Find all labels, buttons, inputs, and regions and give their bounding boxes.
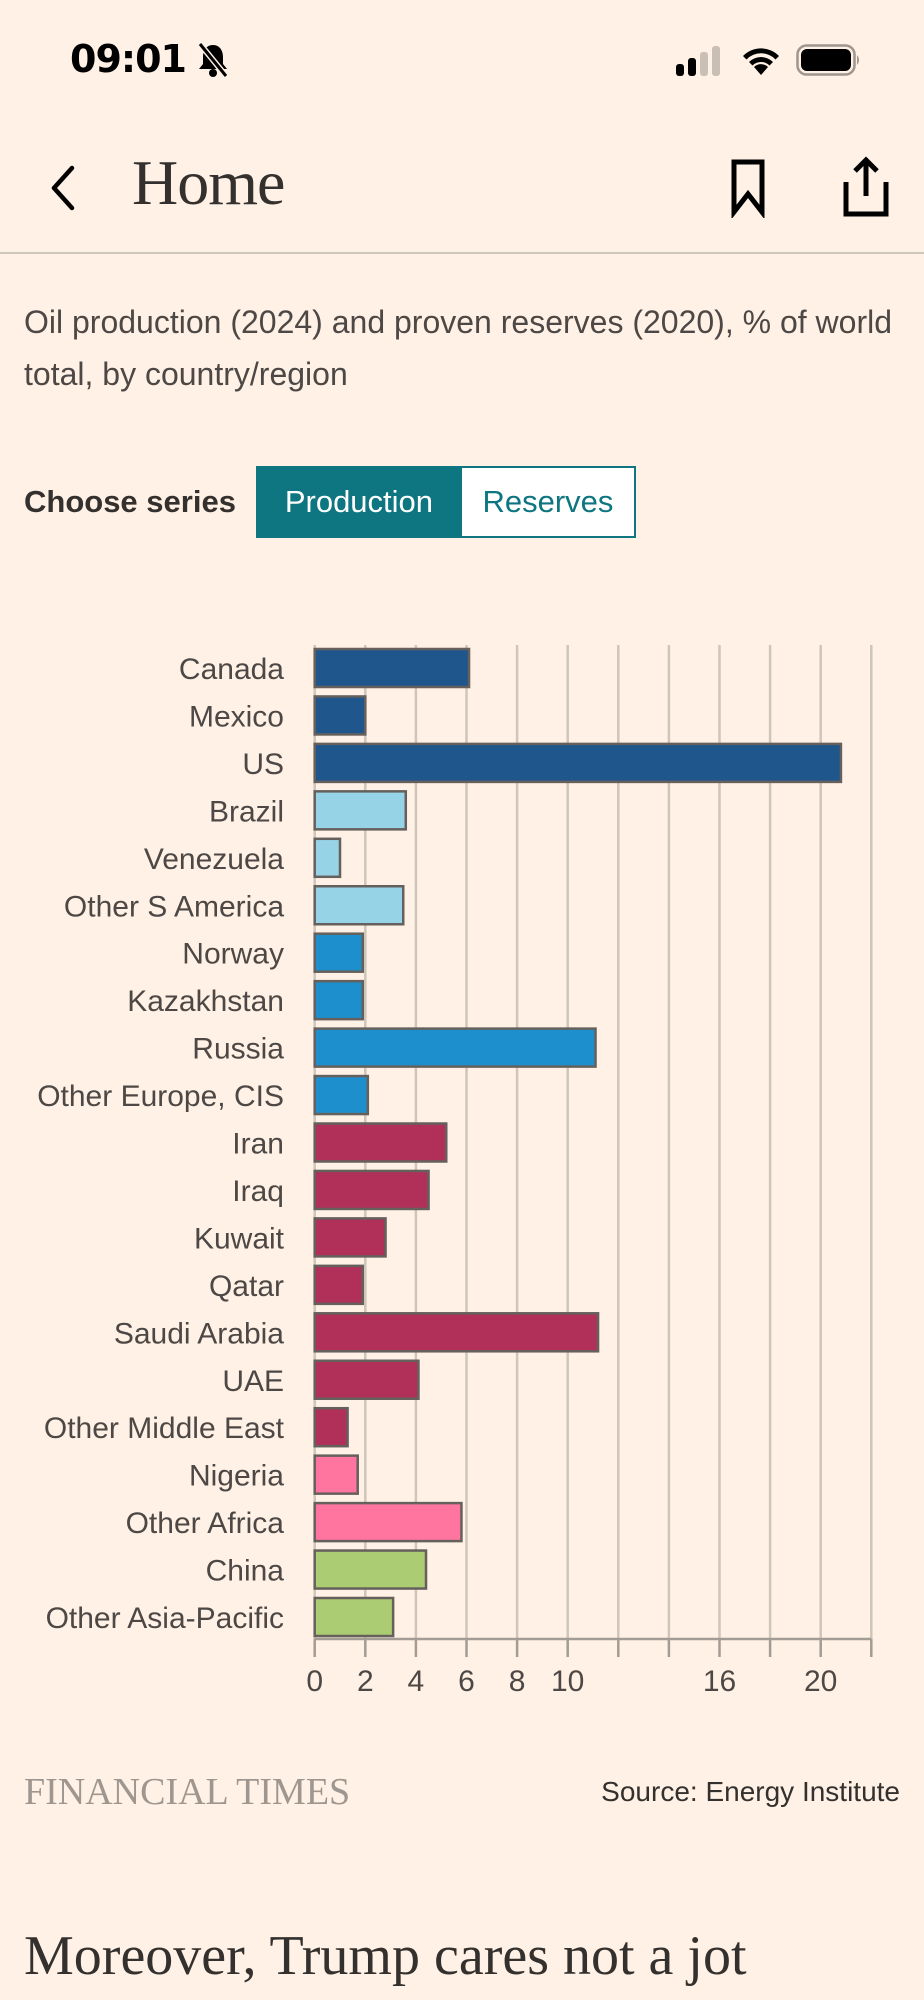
bar — [313, 647, 471, 689]
bar — [313, 1454, 359, 1495]
bar — [313, 695, 367, 736]
category-label: Brazil — [209, 795, 284, 828]
bar-chart-svg: Canada Mexico US Brazil Venezuela Other S Ame… — [37, 645, 873, 1698]
ft-logo: FINANCIAL TIMES — [24, 1771, 351, 1813]
bar — [313, 1359, 420, 1400]
category-label: Kazakhstan — [127, 985, 284, 1018]
category-label: Norway — [182, 938, 284, 971]
category-label: Other Asia-Pacific — [46, 1602, 284, 1635]
status-bar: 09:01 — [0, 0, 924, 120]
bar-chart: Canada Mexico US Brazil Venezuela Other S Ame… — [0, 620, 924, 1720]
bar — [313, 1122, 448, 1163]
category-label: UAE — [222, 1365, 284, 1398]
x-tick-label: 20 — [804, 1665, 837, 1698]
article-heading: Moreover, Trump cares not a jot — [24, 1925, 747, 1987]
bar — [313, 742, 843, 784]
status-time: 09:01 — [70, 37, 187, 81]
category-label: Iran — [232, 1128, 284, 1161]
category-label: Mexico — [189, 700, 284, 733]
battery-icon — [796, 44, 862, 81]
chevron-left-icon — [51, 165, 75, 211]
category-label: China — [206, 1555, 285, 1588]
share-icon — [843, 156, 889, 217]
bar — [313, 1264, 365, 1306]
x-tick-label: 2 — [357, 1665, 374, 1698]
bar — [313, 885, 405, 926]
category-label: Iraq — [232, 1175, 284, 1208]
category-label: Other S America — [64, 890, 284, 923]
category-label: Other Middle East — [44, 1412, 285, 1445]
category-label: Other Europe, CIS — [37, 1080, 284, 1113]
wifi-icon — [740, 44, 782, 81]
category-label: Other Africa — [126, 1507, 285, 1540]
bar — [313, 1312, 600, 1353]
category-label: Russia — [192, 1033, 284, 1066]
series-selector: Choose series Production Reserves — [24, 464, 636, 540]
bar — [313, 932, 365, 973]
category-label: Kuwait — [194, 1222, 285, 1255]
chart-source: Source: Energy Institute — [601, 1776, 900, 1807]
bar — [313, 1406, 349, 1448]
x-tick-label: 8 — [509, 1665, 526, 1698]
x-tick-label: 16 — [703, 1665, 736, 1698]
series-option-reserves[interactable]: Reserves — [461, 466, 636, 538]
bookmark-icon — [731, 159, 765, 220]
bar — [313, 1169, 430, 1211]
bar — [313, 1501, 463, 1543]
back-button[interactable] — [44, 158, 84, 218]
chart-subtitle: Oil production (2024) and proven reserve… — [24, 304, 892, 392]
category-label: US — [242, 748, 284, 781]
category-label: Saudi Arabia — [114, 1317, 284, 1350]
category-label: Canada — [179, 653, 284, 686]
category-label: Venezuela — [144, 843, 284, 876]
x-tick-label: 6 — [458, 1665, 475, 1698]
bar — [313, 979, 365, 1021]
x-tick-label: 10 — [551, 1665, 584, 1698]
bar — [313, 1217, 387, 1258]
category-label: Nigeria — [189, 1460, 284, 1493]
bar — [313, 837, 342, 879]
nav-title: Home — [132, 147, 285, 218]
x-tick-label: 4 — [408, 1665, 425, 1698]
share-button[interactable] — [840, 154, 892, 220]
bell-slash-icon — [196, 42, 230, 83]
bar — [313, 1074, 370, 1116]
bar — [313, 1027, 597, 1068]
bar — [313, 1549, 428, 1590]
x-tick-label: 0 — [306, 1665, 323, 1698]
bar — [313, 1596, 395, 1638]
cellular-signal-icon — [676, 46, 724, 81]
nav-header: Home — [0, 120, 924, 254]
bar — [313, 790, 408, 831]
series-option-production[interactable]: Production — [255, 466, 462, 538]
category-label: Qatar — [209, 1270, 284, 1303]
series-selector-label: Choose series — [24, 484, 236, 519]
bookmark-button[interactable] — [724, 156, 772, 220]
